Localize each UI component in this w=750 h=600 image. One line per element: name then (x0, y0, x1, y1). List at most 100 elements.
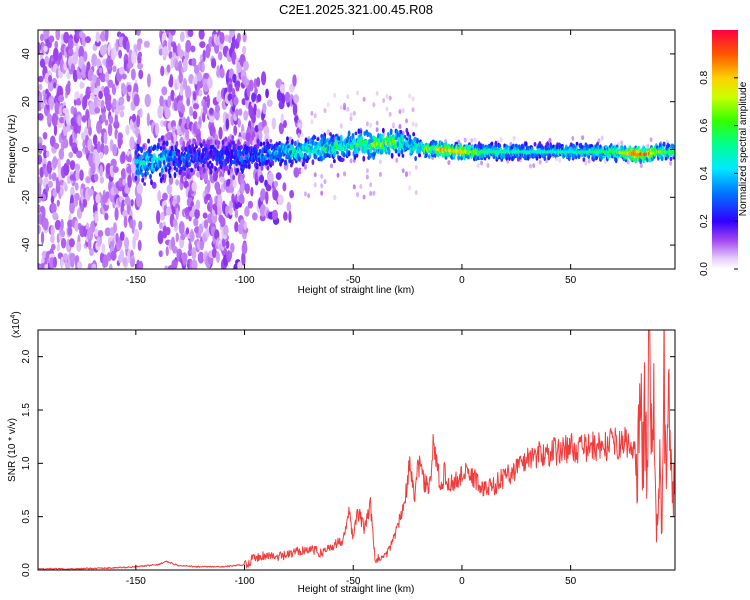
x-tick-label: -50 (346, 275, 361, 286)
spectrogram-cell (150, 153, 153, 159)
spectrogram-cell (233, 263, 238, 269)
spectrogram-cell (136, 193, 143, 208)
spectrogram-cell (646, 143, 650, 149)
spectrogram-cell (48, 35, 55, 43)
spectrogram-cell (190, 167, 193, 173)
spectrogram-cell (414, 122, 418, 128)
spectrogram-cell (369, 191, 373, 197)
spectrogram-cell (182, 58, 188, 73)
spectrogram-cell (160, 135, 164, 141)
colorbar-tick-label: 0.2 (699, 214, 710, 228)
spectrogram-cell (242, 173, 245, 179)
spectrogram-cell (297, 132, 301, 138)
spectrogram-cell (192, 110, 198, 120)
spectrogram-cell (543, 155, 547, 162)
spectrogram-cell (182, 77, 188, 90)
spectrogram-cell (104, 93, 112, 103)
spectrogram-cell (336, 172, 340, 178)
spectrogram-cell (411, 96, 415, 102)
spectrogram-cell (639, 163, 643, 169)
spectrogram-cell (333, 93, 337, 99)
spectrogram-cell (144, 93, 151, 108)
spectrogram-cell (159, 177, 163, 184)
spectrogram-x-axis-label: Height of straight line (km) (298, 285, 415, 296)
spectrogram-cell (360, 136, 364, 141)
spectrogram-cell (187, 30, 194, 38)
spectrogram-cell (147, 73, 151, 88)
spectrogram-cell (202, 167, 206, 174)
spectrogram-cell (60, 185, 64, 196)
spectrogram-cell (292, 74, 297, 87)
spectrogram-cell (372, 102, 376, 108)
spectrogram-cell (119, 110, 125, 118)
spectrogram-cell (255, 108, 261, 119)
spectrogram-cell (198, 30, 205, 40)
spectrogram-cell (219, 176, 225, 183)
spectrogram-cell (158, 172, 162, 177)
spectrogram-cell (206, 94, 211, 109)
spectrogram-cell (174, 60, 179, 68)
spectrogram-cell (346, 106, 350, 112)
spectrogram-cell (137, 62, 144, 70)
spectrogram-cell (401, 108, 405, 114)
spectrogram-cell (244, 164, 248, 169)
spectrogram-cell (38, 142, 43, 155)
spectrogram-cell (67, 226, 73, 237)
spectrogram-cells (38, 30, 675, 269)
spectrogram-cell (260, 71, 267, 86)
spectrogram-cell (117, 132, 123, 141)
spectrogram-cell (335, 150, 339, 155)
spectrogram-cell (58, 148, 65, 160)
spectrogram-cell (43, 30, 50, 40)
spectrogram-cell (119, 231, 125, 242)
spectrogram-cell (196, 71, 203, 82)
spectrogram-cell (180, 103, 185, 114)
spectrogram-cell (411, 121, 415, 127)
spectrogram-cell (391, 122, 395, 128)
spectrogram-cell (649, 137, 653, 143)
spectrogram-cell (311, 159, 315, 166)
spectrogram-cell (191, 259, 198, 269)
spectrogram-cell (245, 149, 249, 154)
spectrogram-cell (167, 95, 172, 108)
spectrogram-cell (209, 169, 213, 175)
spectrogram-cell (408, 185, 412, 191)
spectrogram-cell (600, 135, 604, 141)
spectrogram-cell (239, 150, 242, 155)
spectrogram-cell (246, 141, 250, 146)
y-tick-label: -40 (21, 237, 32, 252)
spectrogram-cell (108, 263, 113, 269)
spectrogram-cell (50, 224, 55, 236)
spectrogram-cell (178, 71, 184, 84)
spectrogram-cell (216, 187, 222, 196)
y-tick-label: 0 (21, 146, 32, 152)
spectrogram-cell (124, 236, 130, 250)
spectrogram-cell (300, 152, 304, 159)
spectrogram-cell (146, 112, 150, 127)
spectrogram-cell (467, 154, 470, 160)
spectrogram-cell (202, 212, 208, 219)
spectrogram-cell (216, 65, 220, 77)
spectrogram-cell (227, 169, 231, 176)
snr-panel: -150 -100 -50 0 50 0.0 0.5 1.0 1.5 2.0 Height of… (7, 311, 676, 595)
spectrogram-cell (53, 256, 57, 268)
y-tick-label: 1.5 (21, 403, 32, 417)
spectrogram-cell (99, 73, 107, 83)
spectrogram-cell (236, 32, 241, 43)
spectrogram-cell (216, 144, 220, 149)
spectrogram-cell (587, 153, 591, 159)
spectrogram-cell (234, 208, 239, 219)
spectrogram-cell (242, 45, 247, 55)
spectrogram-cell (138, 155, 142, 161)
spectrogram-cell (574, 154, 578, 160)
spectrogram-cell (101, 99, 105, 110)
spectrogram-cell (418, 153, 421, 158)
spectrogram-cell (269, 139, 273, 143)
x-tick-label: 50 (565, 576, 577, 587)
spectrogram-cell (405, 118, 409, 124)
spectrogram-cell (283, 120, 287, 129)
spectrogram-cell (229, 30, 235, 38)
spectrogram-cell (104, 119, 109, 126)
spectrogram-cell (128, 154, 132, 163)
spectrogram-cell (385, 106, 389, 112)
